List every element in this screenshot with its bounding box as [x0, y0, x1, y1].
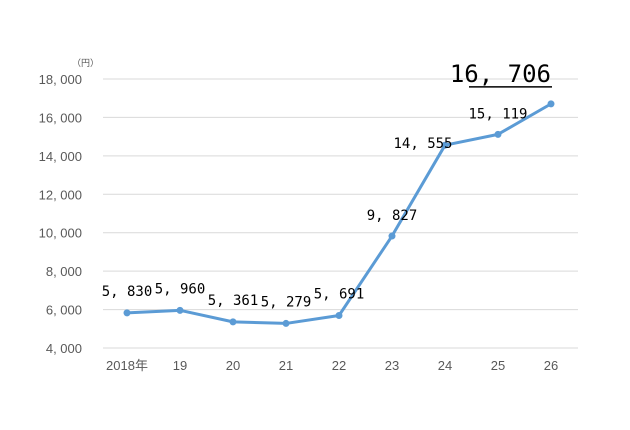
data-label: 15, 119 [468, 106, 527, 122]
x-tick-label: 21 [279, 358, 293, 373]
x-axis-ticks: 2018年 19 20 21 22 23 24 25 26 [106, 358, 558, 373]
x-tick-label: 2018年 [106, 358, 148, 373]
data-point [388, 232, 396, 240]
data-point [282, 319, 290, 327]
data-label: 5, 691 [314, 287, 365, 303]
data-point [441, 141, 449, 149]
data-label-highlight: 16, 706 [450, 60, 551, 88]
y-tick-label: 12, 000 [39, 187, 82, 202]
y-axis-ticks: 4, 000 6, 000 8, 000 10, 000 12, 000 14, 000 1… [39, 72, 82, 356]
data-label: 14, 555 [393, 136, 452, 152]
x-tick-label: 24 [438, 358, 452, 373]
data-point [494, 130, 502, 138]
y-tick-label: 10, 000 [39, 226, 82, 241]
y-tick-label: 6, 000 [46, 303, 82, 318]
data-label: 5, 830 [102, 284, 153, 300]
series-layer [123, 100, 555, 327]
y-tick-label: 8, 000 [46, 264, 82, 279]
y-tick-label: 18, 000 [39, 72, 82, 87]
x-tick-label: 23 [385, 358, 399, 373]
data-label: 9, 827 [367, 208, 418, 224]
y-tick-label: 14, 000 [39, 149, 82, 164]
data-label: 5, 960 [155, 281, 206, 297]
y-tick-label: 4, 000 [46, 341, 82, 356]
y-axis-unit-label: （円） [72, 58, 99, 69]
x-tick-label: 22 [332, 358, 346, 373]
x-tick-label: 26 [544, 358, 558, 373]
data-point [176, 306, 184, 314]
data-point [229, 318, 237, 326]
data-point [123, 309, 131, 317]
data-label: 5, 279 [261, 294, 312, 310]
data-label: 5, 361 [208, 293, 259, 309]
x-tick-label: 25 [491, 358, 505, 373]
x-tick-label: 19 [173, 358, 187, 373]
y-tick-label: 16, 000 [39, 110, 82, 125]
data-point [335, 312, 343, 320]
data-point [547, 100, 555, 108]
x-tick-label: 20 [226, 358, 240, 373]
